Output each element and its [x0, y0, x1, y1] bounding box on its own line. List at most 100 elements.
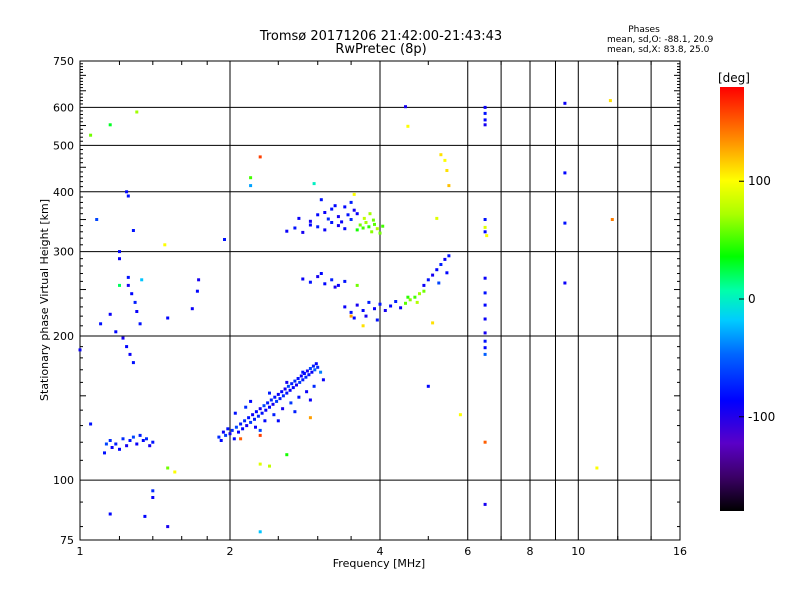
data-point — [435, 268, 439, 272]
data-point — [103, 451, 106, 455]
data-point — [445, 271, 449, 275]
data-point — [78, 348, 82, 352]
data-point — [431, 321, 435, 325]
data-point — [269, 398, 273, 402]
data-point — [308, 367, 312, 370]
y-tick-label: 600 — [53, 101, 74, 114]
data-point — [118, 250, 121, 254]
data-point — [219, 439, 223, 442]
data-point — [285, 391, 289, 395]
data-point — [281, 407, 285, 411]
data-point — [406, 124, 410, 128]
data-point — [355, 303, 359, 307]
data-point — [135, 110, 139, 114]
data-point — [321, 378, 325, 382]
data-point — [330, 221, 334, 224]
data-point — [316, 225, 320, 229]
colorbar-tick-label: -100 — [748, 410, 775, 424]
data-point — [135, 310, 139, 313]
data-point — [108, 312, 112, 316]
data-point — [394, 300, 398, 303]
data-point — [223, 238, 226, 241]
data-point — [367, 225, 371, 229]
x-tick-label: 6 — [464, 545, 471, 558]
data-point — [368, 212, 372, 216]
data-point — [447, 184, 451, 188]
data-point — [308, 398, 312, 402]
data-point — [483, 352, 487, 356]
data-point — [346, 213, 350, 217]
data-point — [126, 275, 130, 279]
x-tick-label: 2 — [227, 545, 234, 558]
data-point — [361, 226, 365, 230]
data-point — [293, 410, 297, 414]
data-point — [148, 444, 152, 448]
data-points — [78, 99, 614, 534]
data-point — [295, 383, 298, 387]
data-point — [104, 442, 108, 446]
data-point — [311, 364, 315, 368]
data-point — [126, 283, 130, 287]
data-point — [563, 101, 567, 105]
data-point — [268, 464, 271, 468]
data-point — [217, 435, 221, 439]
data-point — [358, 223, 362, 227]
data-point — [289, 401, 293, 405]
data-point — [323, 282, 327, 286]
data-point — [232, 437, 236, 441]
y-tick-label: 500 — [53, 139, 74, 152]
data-point — [361, 324, 365, 328]
data-point — [483, 225, 487, 229]
data-point — [437, 281, 441, 285]
data-point — [340, 220, 344, 224]
data-point — [319, 272, 323, 275]
data-point — [133, 300, 137, 304]
y-tick-label: 100 — [53, 474, 74, 487]
data-point — [373, 222, 376, 226]
data-point — [224, 433, 228, 437]
data-point — [297, 395, 301, 399]
data-point — [301, 277, 305, 281]
data-point — [121, 437, 125, 441]
y-tick-label: 200 — [53, 330, 74, 343]
data-point — [308, 416, 312, 420]
data-point — [610, 218, 614, 221]
data-point — [367, 300, 371, 304]
data-point — [483, 118, 487, 122]
data-point — [371, 218, 375, 222]
data-point — [458, 413, 462, 417]
data-point — [408, 298, 412, 302]
x-tick-label: 10 — [571, 545, 585, 558]
data-point — [126, 194, 130, 198]
data-point — [268, 391, 271, 395]
data-point — [443, 158, 447, 162]
data-point — [483, 291, 487, 295]
x-tick-label: 8 — [527, 545, 534, 558]
data-point — [595, 466, 599, 470]
data-point — [163, 243, 167, 247]
data-point — [258, 428, 262, 432]
data-point — [197, 278, 201, 282]
data-point — [323, 228, 327, 232]
x-tick-label: 1 — [77, 545, 84, 558]
data-point — [118, 257, 121, 261]
data-point — [439, 263, 443, 266]
data-point — [483, 339, 487, 343]
data-point — [483, 218, 487, 221]
data-point — [108, 512, 112, 516]
data-point — [485, 234, 489, 238]
data-point — [266, 401, 270, 405]
data-point — [89, 422, 93, 426]
data-point — [308, 223, 312, 227]
data-point — [370, 230, 374, 234]
data-point — [378, 231, 382, 235]
data-point — [336, 283, 340, 287]
data-point — [483, 123, 487, 127]
data-point — [343, 205, 347, 209]
data-point — [272, 413, 276, 417]
data-point — [426, 384, 430, 388]
data-point — [166, 466, 170, 470]
y-axis-label: Stationary phase Virtual Height [km] — [38, 199, 51, 401]
data-point — [563, 281, 567, 285]
data-point — [343, 279, 347, 283]
